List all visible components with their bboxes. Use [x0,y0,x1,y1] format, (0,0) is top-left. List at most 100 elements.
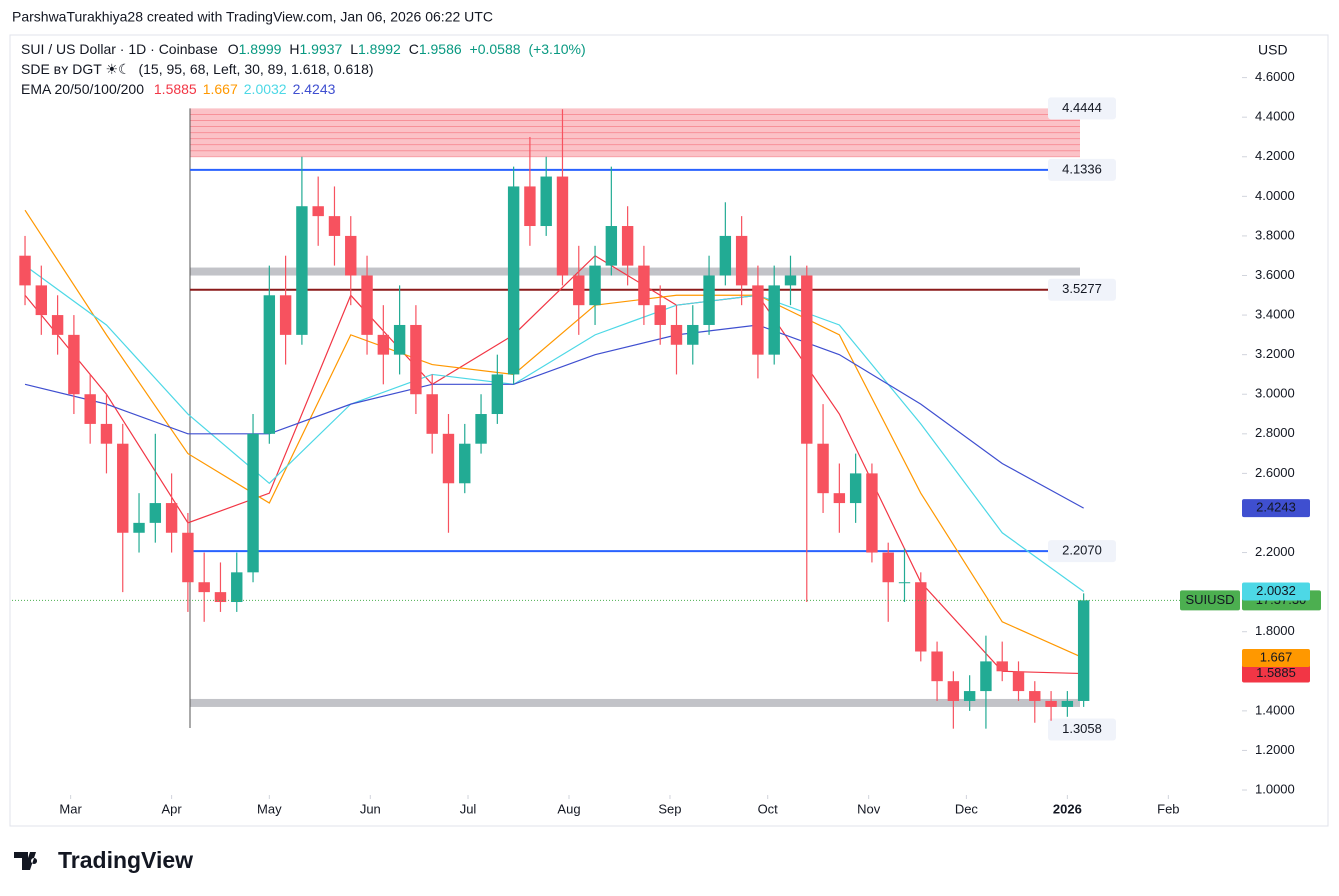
level-tag [1048,278,1116,301]
candle-body [703,275,715,325]
last-price-tag [1180,590,1240,611]
candle-body [638,265,650,306]
candle-body [198,582,210,593]
ohlc-key: O [228,41,239,57]
level-label: 2.2070 [1062,543,1102,558]
candle-body [263,295,276,434]
y-tick-label: 1.8000 [1255,623,1295,638]
candle-body [393,324,406,355]
ohlc-key: C [409,41,419,57]
ema-value: 2.4243 [293,81,336,97]
change: +0.0588 [470,41,521,57]
candle-body [621,226,634,266]
candle-body [133,522,145,533]
candle-body [654,305,666,325]
level-label: 4.4444 [1062,100,1102,115]
ema-line [24,265,1085,592]
candle-body [752,285,764,355]
currency: USD [1258,42,1288,58]
candle-body [931,651,943,682]
candle-body [947,681,960,701]
level-tag [1048,540,1116,563]
y-tick-label: 4.2000 [1255,148,1295,163]
logo-icon [14,852,38,870]
candle-body [442,433,455,484]
chart-frame [9,34,1329,827]
candle-body [459,443,471,484]
x-tick-label: May [257,801,282,816]
candle-body [882,552,894,583]
ohlc-value: 1.9586 [419,41,462,57]
x-tick-label: Feb [1157,801,1179,816]
symbol: SUI / US Dollar · 1D · Coinbase [21,41,218,57]
ema-value: 1.667 [203,81,238,97]
x-tick-label: Sep [658,801,681,816]
candle-body [1029,691,1041,701]
candle-body [279,295,292,335]
ohlc-value: 1.8992 [358,41,401,57]
candle-body [996,661,1008,672]
level-tag [1048,158,1116,181]
candle-body [377,334,390,355]
ema-tag [1242,649,1310,668]
candle-body [426,394,438,434]
candle-body [1061,700,1074,707]
supply-zone [190,108,1080,157]
ema-value: 2.0032 [244,81,287,97]
y-tick-label: 2.2000 [1255,544,1295,559]
x-tick-label: 2026 [1053,801,1082,816]
candle-body [51,315,64,335]
candle-body [573,275,585,306]
x-tick-label: Aug [557,801,580,816]
y-tick-label: 3.6000 [1255,267,1295,282]
candle-body [784,275,797,286]
candle-body [149,503,162,523]
candle-body [35,285,48,316]
ohlc-key: H [289,41,299,57]
candle-body [491,374,504,415]
ohlc-value: 1.9937 [299,41,342,57]
ema-tag-label: 1.5885 [1256,665,1296,680]
ema-label: EMA 20/50/100/200 [21,81,144,97]
y-tick-label: 1.2000 [1255,742,1295,757]
candle-body [670,324,683,345]
y-tick-label: 2.6000 [1255,465,1295,480]
change-pct: (+3.10%) [528,41,585,57]
candle-body [833,493,846,504]
x-tick-label: Jul [460,801,477,816]
ema-line [24,254,1084,675]
x-tick-label: Mar [59,801,82,816]
candle-body [312,206,324,217]
candle-body [524,186,536,227]
candle-body [898,582,911,584]
level-label: 4.1336 [1062,161,1102,176]
candle-body [100,423,113,444]
candle-body [117,443,129,533]
legend-symbol: SUI / US Dollar · 1D · Coinbase O1.8999 … [21,41,586,57]
attribution: ParshwaTurakhiya28 created with TradingV… [12,9,493,25]
candle-body [719,235,732,276]
ohlc-key: L [350,41,358,57]
ohlc-value: 1.8999 [239,41,282,57]
x-tick-label: Dec [955,801,979,816]
candle-body [915,582,927,652]
ema-value: 1.5885 [154,81,197,97]
ema-line [24,324,1084,509]
level-label: 3.5277 [1062,281,1102,296]
x-tick-label: Jun [360,801,381,816]
candle-body [1077,600,1090,701]
candle-body [475,414,487,444]
band [190,267,1080,276]
y-tick-label: 3.0000 [1255,386,1295,401]
y-tick-label: 2.8000 [1255,425,1295,440]
y-tick-label: 4.0000 [1255,188,1295,203]
band [190,698,1080,707]
indicator-name: SDE ʙʏ DGT ☀☾ [21,61,131,77]
y-tick-label: 4.4000 [1255,109,1295,124]
ema-tag [1242,664,1310,683]
x-tick-label: Oct [758,801,779,816]
candle-body [247,433,259,573]
candle-body [605,226,618,266]
candle-body [1045,700,1057,707]
